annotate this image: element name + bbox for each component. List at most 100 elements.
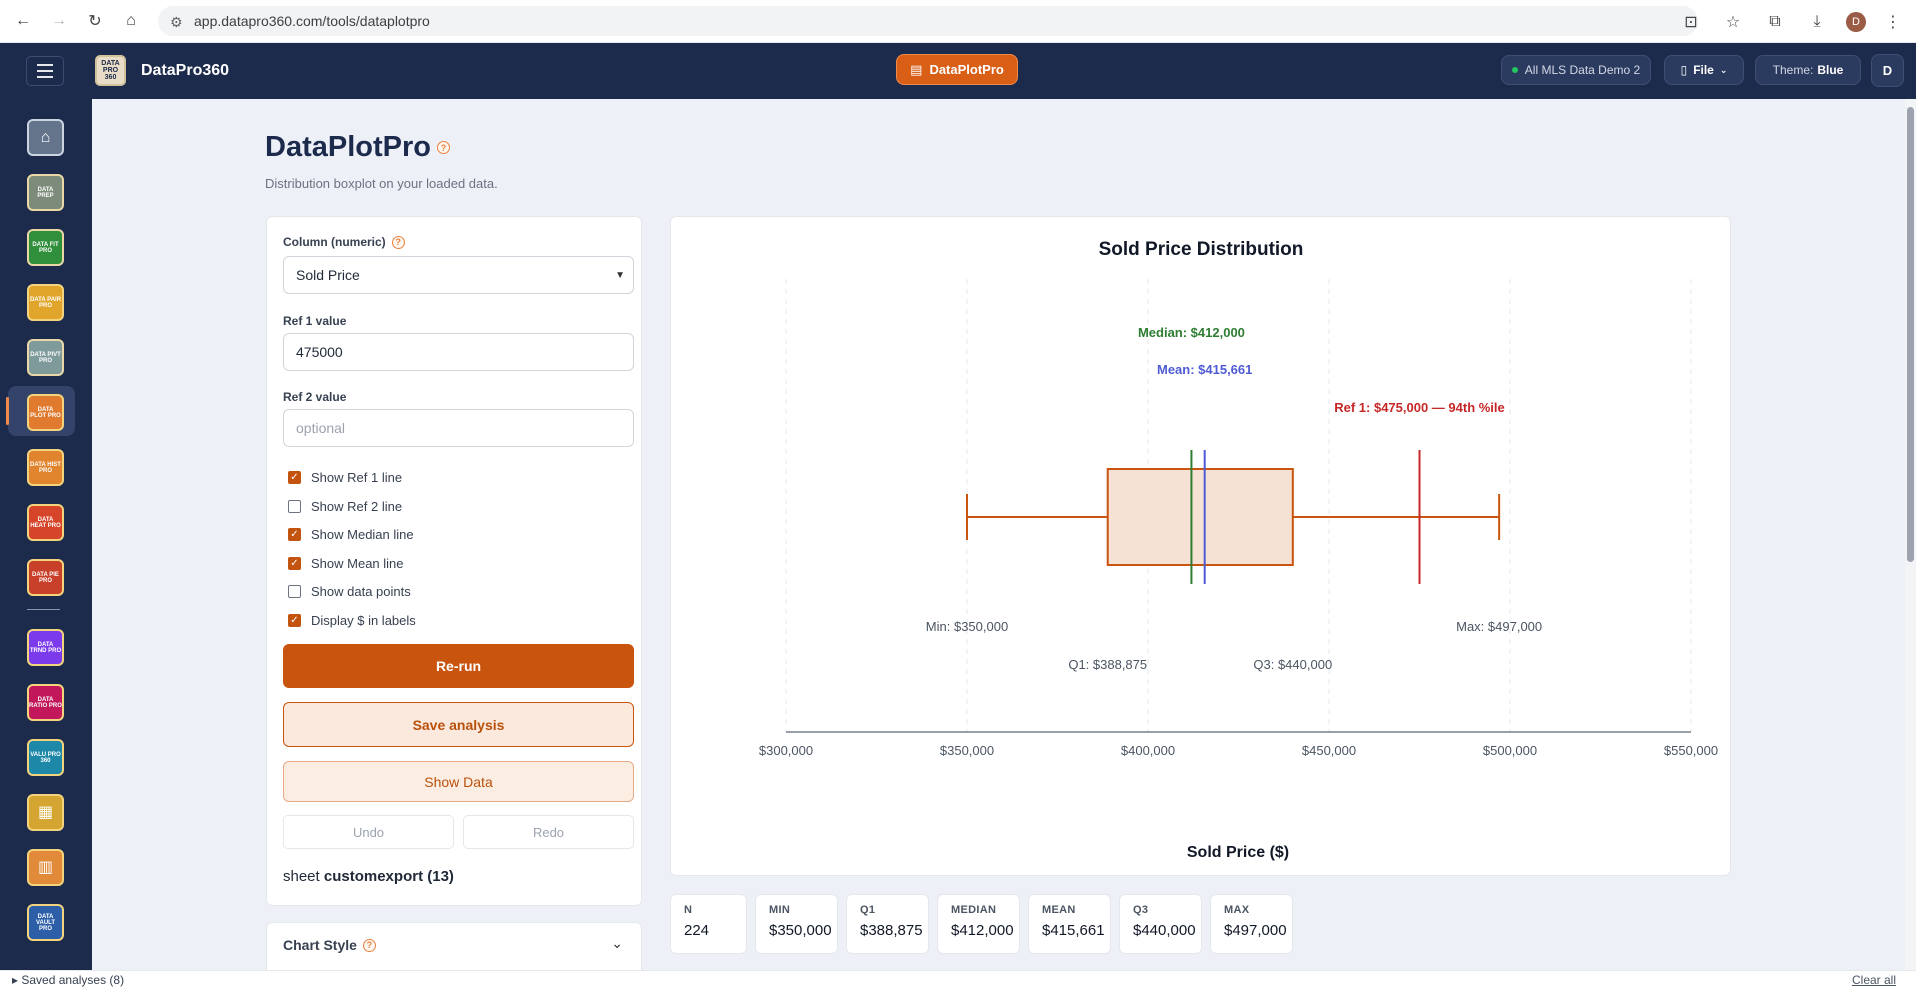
sidebar-item-datahistpro[interactable]: DATA HIST PRO [27, 449, 64, 486]
dataset-label: All MLS Data Demo 2 [1524, 63, 1641, 77]
column-select-value: Sold Price [296, 267, 360, 283]
site-info-icon[interactable]: ⚙ [170, 14, 183, 30]
menu-toggle-button[interactable] [26, 56, 64, 86]
sheet-info: sheet customexport (13) [283, 868, 454, 885]
checkbox-row[interactable]: ✓ Show Mean line [288, 556, 404, 571]
extensions-icon[interactable]: ⧉ [1769, 12, 1781, 30]
reload-icon[interactable]: ↻ [88, 13, 102, 30]
user-avatar[interactable]: D [1871, 54, 1904, 87]
main-content: DataPlotPro ? Distribution boxplot on yo… [92, 99, 1905, 982]
url-text: app.datapro360.com/tools/dataplotpro [194, 13, 430, 29]
saved-analyses-toggle[interactable]: ▸ Saved analyses (8) [12, 973, 125, 987]
chart-style-header: Chart Style ? [283, 937, 376, 953]
stat-key: MEDIAN [951, 904, 997, 916]
sidebar-item-valupro360[interactable]: VALU PRO 360 [27, 739, 64, 776]
checkbox-label: Display $ in labels [311, 613, 416, 628]
ref2-input[interactable]: optional [283, 409, 634, 447]
downloads-icon[interactable]: ⤓ [1813, 12, 1821, 30]
sidebar-item-report-tool[interactable]: ▥ [27, 849, 64, 886]
checkbox-row[interactable]: ✓ Show Ref 1 line [288, 470, 402, 485]
stat-value: $415,661 [1042, 922, 1105, 939]
checkbox-row[interactable]: ✓ Show Median line [288, 527, 414, 542]
checkbox-checked[interactable]: ✓ [288, 557, 301, 570]
stat-value: $388,875 [860, 922, 923, 939]
rerun-button[interactable]: Re-run [283, 644, 634, 688]
save-analysis-button[interactable]: Save analysis [283, 702, 634, 747]
ref2-label: Ref 2 value [283, 390, 347, 404]
q1-label: Q1: $388,875 [1068, 657, 1147, 672]
stat-value: $350,000 [769, 922, 832, 939]
sidebar-item-datavaultpro[interactable]: DATA VAULT PRO [27, 904, 64, 941]
help-icon[interactable]: ? [362, 938, 376, 952]
checkbox-row[interactable]: ✓ Display $ in labels [288, 613, 416, 628]
column-select[interactable]: Sold Price ▼ [283, 256, 634, 294]
checkbox-checked[interactable]: ✓ [288, 528, 301, 541]
browser-menu-icon[interactable]: ⋮ [1885, 13, 1901, 31]
install-app-icon[interactable]: ⊡ [1684, 13, 1698, 31]
browser-profile-avatar[interactable]: D [1846, 11, 1866, 32]
sidebar-item-dataprep[interactable]: DATA PREP [27, 174, 64, 211]
stat-card: MEAN $415,661 [1028, 894, 1111, 954]
clear-all-link[interactable]: Clear all [1851, 973, 1896, 987]
min-label: Min: $350,000 [926, 619, 1008, 634]
checkbox-unchecked[interactable] [288, 585, 301, 598]
chevron-down-icon: ▼ [615, 270, 625, 281]
undo-button[interactable]: Undo [283, 815, 454, 849]
dataset-selector[interactable]: All MLS Data Demo 2 [1501, 55, 1651, 85]
browser-toolbar: ← → ↻ ⌂ ⚙ app.datapro360.com/tools/datap… [0, 0, 1916, 43]
stat-key: Q1 [860, 904, 876, 916]
help-icon[interactable]: ? [436, 141, 450, 154]
stat-value: $497,000 [1224, 922, 1287, 939]
sidebar-item-datatrndpro[interactable]: DATA TRND PRO [27, 629, 64, 666]
theme-selector[interactable]: Theme: Blue [1755, 55, 1861, 85]
page-title: DataPlotPro ? [265, 131, 450, 164]
help-icon[interactable]: ? [391, 235, 405, 249]
sidebar-item-home[interactable]: ⌂ [27, 119, 64, 156]
ref1-input[interactable]: 475000 [283, 333, 634, 371]
sidebar-divider [27, 609, 60, 610]
sidebar-item-datapiepro[interactable]: DATA PIE PRO [27, 559, 64, 596]
sidebar-item-dataratiopro[interactable]: DATA RATIO PRO [27, 684, 64, 721]
stat-key: MIN [769, 904, 791, 916]
show-data-button[interactable]: Show Data [283, 761, 634, 802]
redo-button[interactable]: Redo [463, 815, 634, 849]
home-icon[interactable]: ⌂ [126, 12, 136, 29]
sidebar-item-dataplotpro[interactable]: DATA PLOT PRO [27, 394, 64, 431]
checkbox-label: Show Ref 2 line [311, 499, 403, 514]
ref1-label: Ref 1: $475,000 — 94th %ile [1334, 400, 1505, 415]
checkbox-label: Show Mean line [311, 556, 404, 571]
checkbox-row[interactable]: Show Ref 2 line [288, 499, 402, 514]
x-tick-label: $450,000 [1302, 743, 1356, 758]
chevron-down-icon[interactable]: ⌄ [611, 935, 623, 951]
sidebar-item-datafitpro[interactable]: DATA FIT PRO [27, 229, 64, 266]
sidebar-item-dataheatpro[interactable]: DATA HEAT PRO [27, 504, 64, 541]
sidebar-item-grid-tool[interactable]: ▦ [27, 794, 64, 831]
checkbox-checked[interactable]: ✓ [288, 471, 301, 484]
file-icon: ▯ [1680, 63, 1688, 77]
address-bar[interactable]: ⚙ app.datapro360.com/tools/dataplotpro [158, 6, 1698, 36]
file-label: File [1693, 63, 1714, 77]
file-menu-button[interactable]: ▯ File ⌄ [1664, 55, 1744, 85]
chart-panel: Sold Price Distribution $300,000 $350,000 $… [670, 216, 1731, 876]
checkbox-checked[interactable]: ✓ [288, 614, 301, 627]
x-tick-label: $400,000 [1121, 743, 1175, 758]
tool-sidebar: ⌂ DATA PREP DATA FIT PRO DATA PAIR PRO DATA … [0, 99, 92, 970]
chart-style-label: Chart Style [283, 937, 357, 953]
stat-value: 224 [684, 922, 710, 939]
back-icon[interactable]: ← [15, 12, 31, 29]
page-subtitle: Distribution boxplot on your loaded data… [265, 176, 498, 191]
forward-icon[interactable]: → [51, 12, 67, 29]
scrollbar-thumb[interactable] [1907, 107, 1914, 562]
stat-value: $440,000 [1133, 922, 1196, 939]
page-scrollbar[interactable] [1905, 99, 1916, 970]
status-dot-icon [1511, 67, 1518, 73]
checkbox-unchecked[interactable] [288, 500, 301, 513]
theme-label: Theme: [1772, 63, 1814, 77]
ref1-label: Ref 1 value [283, 314, 347, 328]
checkbox-row[interactable]: Show data points [288, 584, 411, 599]
bookmark-star-icon[interactable]: ☆ [1725, 13, 1741, 31]
sheet-name: customexport (13) [323, 868, 454, 885]
active-tool-pill[interactable]: ▤ DataPlotPro [896, 54, 1018, 85]
sidebar-item-datapairpro[interactable]: DATA PAIR PRO [27, 284, 64, 321]
sidebar-item-datapivtpro[interactable]: DATA PIVT PRO [27, 339, 64, 376]
